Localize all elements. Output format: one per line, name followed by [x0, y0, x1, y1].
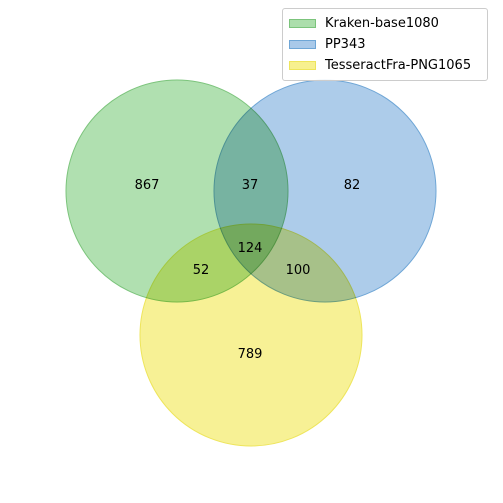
region-count-pp343-tesseract: 100	[286, 263, 311, 278]
region-count-kraken-tesseract: 52	[193, 263, 210, 278]
legend-swatch-kraken	[289, 19, 316, 28]
set-circle-tesseract	[139, 223, 363, 447]
legend-item-tesseract: TesseractFra-PNG1065	[289, 55, 481, 76]
legend-item-kraken: Kraken-base1080	[289, 13, 481, 34]
legend-swatch-tesseract	[289, 61, 316, 70]
region-count-tesseract-only: 789	[238, 347, 263, 362]
region-count-kraken-only: 867	[135, 178, 160, 193]
legend-swatch-pp343	[289, 40, 316, 49]
region-count-pp343-only: 82	[344, 178, 361, 193]
legend-item-pp343: PP343	[289, 34, 481, 55]
legend-label-tesseract: TesseractFra-PNG1065	[325, 58, 472, 73]
region-count-kraken-pp343: 37	[242, 178, 259, 193]
region-labels: 867 37 82 124 52 100 789	[135, 178, 361, 362]
set-circles	[65, 79, 437, 447]
region-count-all-three: 124	[238, 241, 263, 256]
legend: Kraken-base1080 PP343 TesseractFra-PNG10…	[282, 8, 488, 81]
legend-label-kraken: Kraken-base1080	[325, 16, 439, 31]
legend-label-pp343: PP343	[325, 37, 366, 52]
